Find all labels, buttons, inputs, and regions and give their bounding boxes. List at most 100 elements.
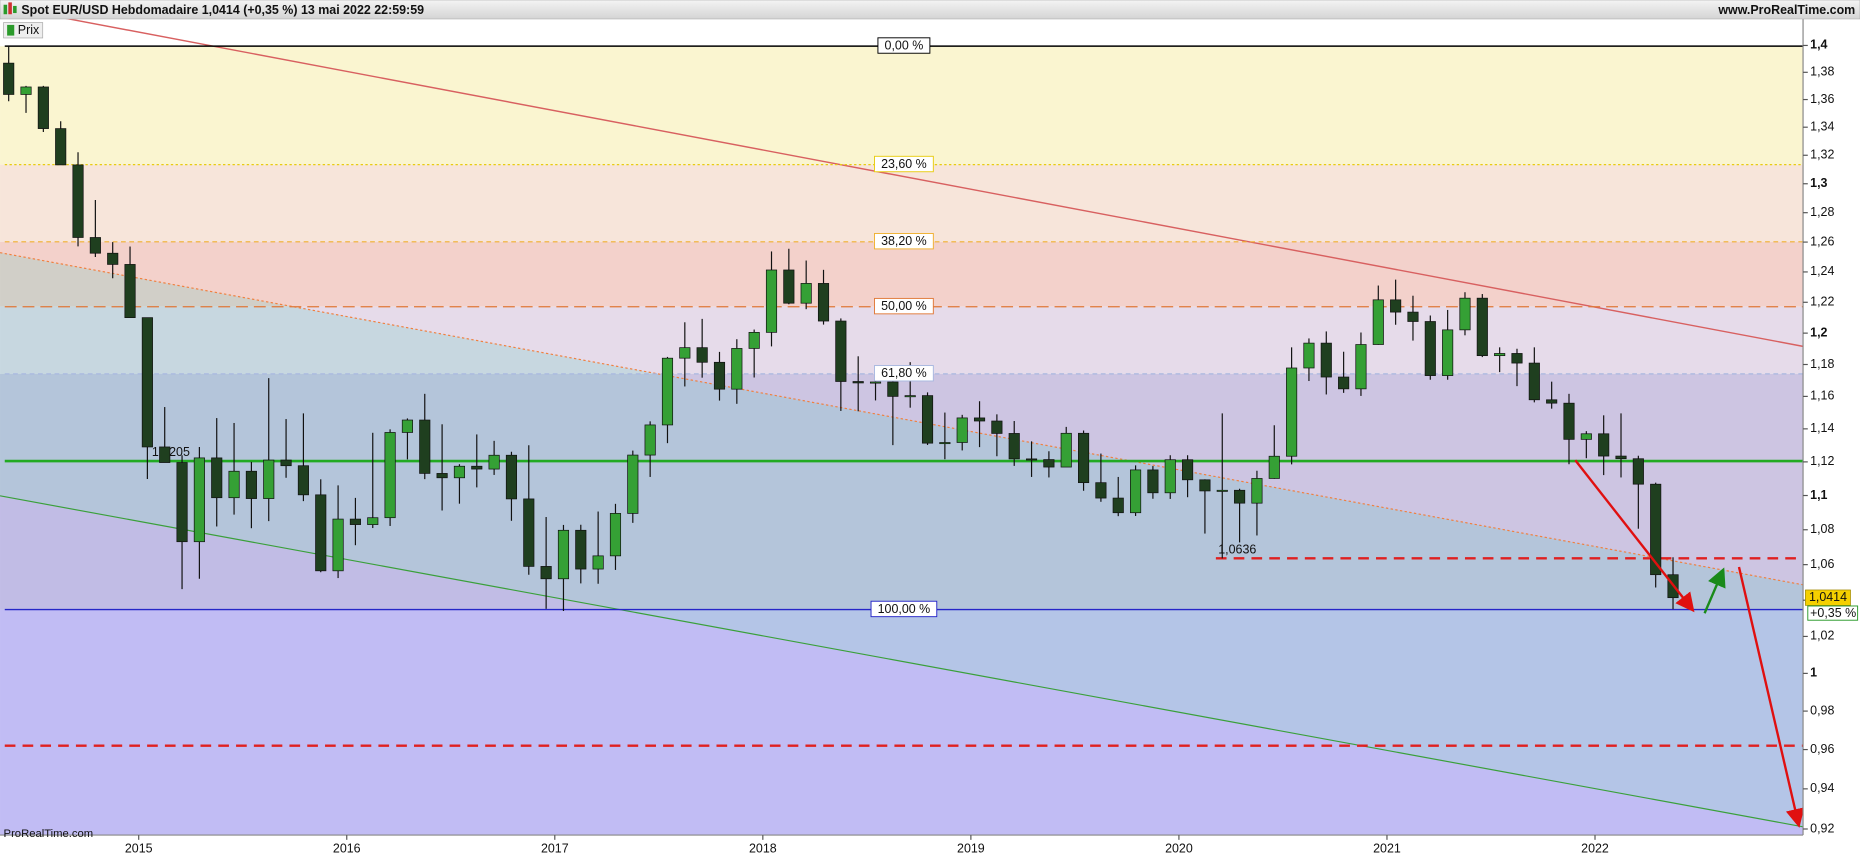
candle-body (1268, 455, 1280, 479)
header-icon (8, 2, 12, 15)
candle-body (852, 381, 864, 384)
candle-body (1043, 459, 1055, 468)
candle-body (1442, 329, 1454, 376)
candle-body (523, 498, 535, 567)
candle-body (280, 459, 292, 467)
x-tick-label: 2015 (125, 842, 153, 856)
header-site[interactable]: www.ProRealTime.com (1717, 3, 1855, 17)
fib-label-box (874, 155, 934, 173)
candle-body (887, 381, 899, 397)
arrow (1737, 566, 1805, 828)
fib-zone (0, 164, 1804, 242)
change-box (1807, 605, 1859, 621)
fib-label-box (870, 600, 938, 618)
x-tick-label: 2017 (541, 842, 569, 856)
watermark: ProRealTime.com (4, 828, 94, 840)
candle-body (679, 347, 691, 359)
y-tick-label: 1,32 (1810, 148, 1834, 162)
x-axis-bg (0, 835, 1860, 860)
fib-zone (0, 609, 1804, 836)
candle-body (107, 252, 119, 265)
candle-body (1459, 297, 1471, 331)
fib-label: 0,00 % (885, 38, 924, 52)
fib-label: 23,60 % (881, 157, 927, 171)
candle-body (89, 237, 101, 254)
candle-body (349, 518, 361, 525)
y-tick-label: 1,36 (1810, 92, 1834, 106)
fib-label-box (874, 365, 934, 382)
fib-zone (0, 241, 1804, 307)
candle-body (575, 529, 587, 570)
candle-body (453, 465, 465, 479)
candle-body (1476, 297, 1488, 357)
fib-labels: 0,00 % 23,60 % 38,20 % 50,00 % 61,80 % 100,00… (870, 37, 938, 618)
candle-body (956, 417, 968, 443)
candle-body (315, 494, 327, 572)
y-tick-label: 0,92 (1810, 821, 1834, 835)
y-tick-label: 1,12 (1810, 454, 1834, 468)
fib-label-box (877, 37, 931, 54)
candle-body (3, 62, 15, 95)
x-tick-label: 2019 (957, 842, 985, 856)
last-price-label: 1,0414 (1809, 590, 1847, 604)
fib-label: 38,20 % (881, 234, 927, 248)
y-tick-label: 0,94 (1810, 781, 1834, 795)
candle-body (1650, 483, 1662, 576)
x-tick-label: 2016 (333, 842, 361, 856)
candle-body (72, 164, 84, 238)
y-tick-label: 1,14 (1810, 421, 1834, 435)
fib-label-box (874, 233, 934, 250)
candle-body (869, 381, 882, 384)
x-tick-label: 2018 (749, 842, 777, 856)
candle-body (696, 347, 708, 363)
y-tick-label: 1,22 (1810, 295, 1834, 309)
candle-body (800, 283, 812, 304)
candle-body (731, 348, 743, 390)
candle-body (1147, 469, 1159, 494)
candle-body (384, 432, 396, 519)
candle-body (713, 361, 726, 390)
candle-body (488, 454, 500, 470)
candle-body (592, 555, 604, 570)
fib-zone (0, 46, 1804, 165)
candle-body (1511, 353, 1523, 364)
candle-body (783, 269, 795, 304)
arrow (1574, 459, 1695, 613)
y-tick-label: 0,98 (1810, 703, 1834, 717)
fib-label: 61,80 % (881, 366, 927, 380)
x-tick-label: 2021 (1373, 842, 1401, 856)
candle-body (20, 86, 32, 95)
candle-body (55, 128, 67, 166)
candle-body (1286, 367, 1298, 457)
candle-body (748, 331, 760, 349)
candle-body (263, 459, 275, 499)
y-tick-label: 1,18 (1810, 357, 1834, 371)
y-tick-label: 1,2 (1810, 325, 1827, 339)
y-tick-label: 1,4 (1810, 38, 1827, 52)
candle-body (141, 317, 153, 448)
trend-line (0, 252, 1804, 586)
y-tick-label: 1,16 (1810, 389, 1834, 403)
arrow (1703, 567, 1726, 614)
candle-body (1424, 321, 1436, 376)
candle-body (1008, 433, 1020, 460)
level-label: 1,0636 (1218, 542, 1256, 556)
y-tick-label: 1,1 (1810, 488, 1827, 502)
candle-body (1563, 402, 1575, 440)
x-tick-label: 2022 (1581, 842, 1609, 856)
candle-body (1615, 455, 1627, 460)
change-label: +0,35 % (1810, 606, 1856, 620)
candle-body (817, 283, 830, 322)
candle-body (1303, 342, 1315, 369)
y-tick-label: 1,24 (1810, 264, 1834, 278)
legend-swatch (7, 24, 15, 36)
candle-body (765, 269, 778, 333)
candle-body (1580, 433, 1592, 440)
y-tick-label: 1,08 (1810, 522, 1834, 536)
candle-body (245, 470, 257, 499)
candle-body (436, 473, 448, 479)
y-tick-label: 1,3 (1810, 176, 1827, 190)
trend-line (0, 495, 1804, 828)
candle-body (1338, 376, 1350, 390)
fib-label: 50,00 % (881, 299, 927, 313)
